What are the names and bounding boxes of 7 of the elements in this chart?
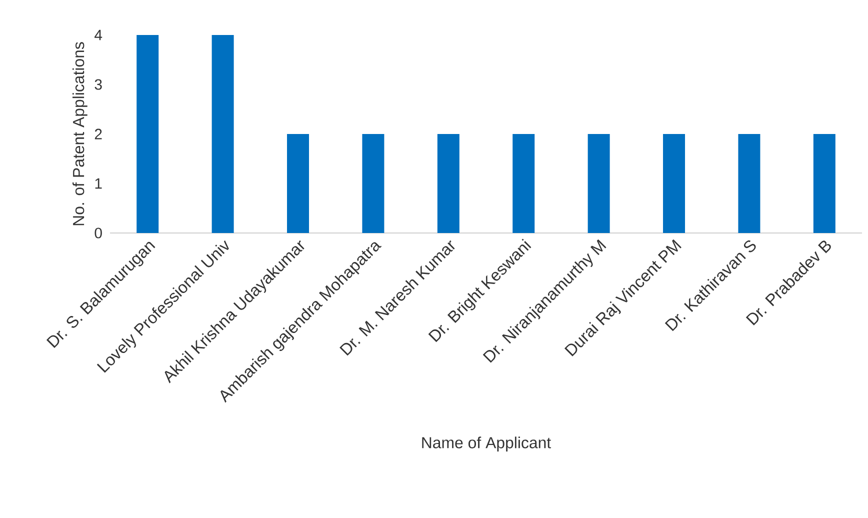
y-tick-label: 3 bbox=[94, 79, 102, 90]
y-tick-label: 1 bbox=[95, 178, 102, 189]
x-axis-title: Name of Applicant bbox=[422, 436, 551, 452]
y-axis-title: No. of Patent Applications bbox=[72, 42, 88, 226]
y-tick-label: 2 bbox=[94, 128, 102, 140]
y-tick-label: 0 bbox=[94, 228, 102, 238]
y-tick-label: 4 bbox=[94, 30, 102, 40]
